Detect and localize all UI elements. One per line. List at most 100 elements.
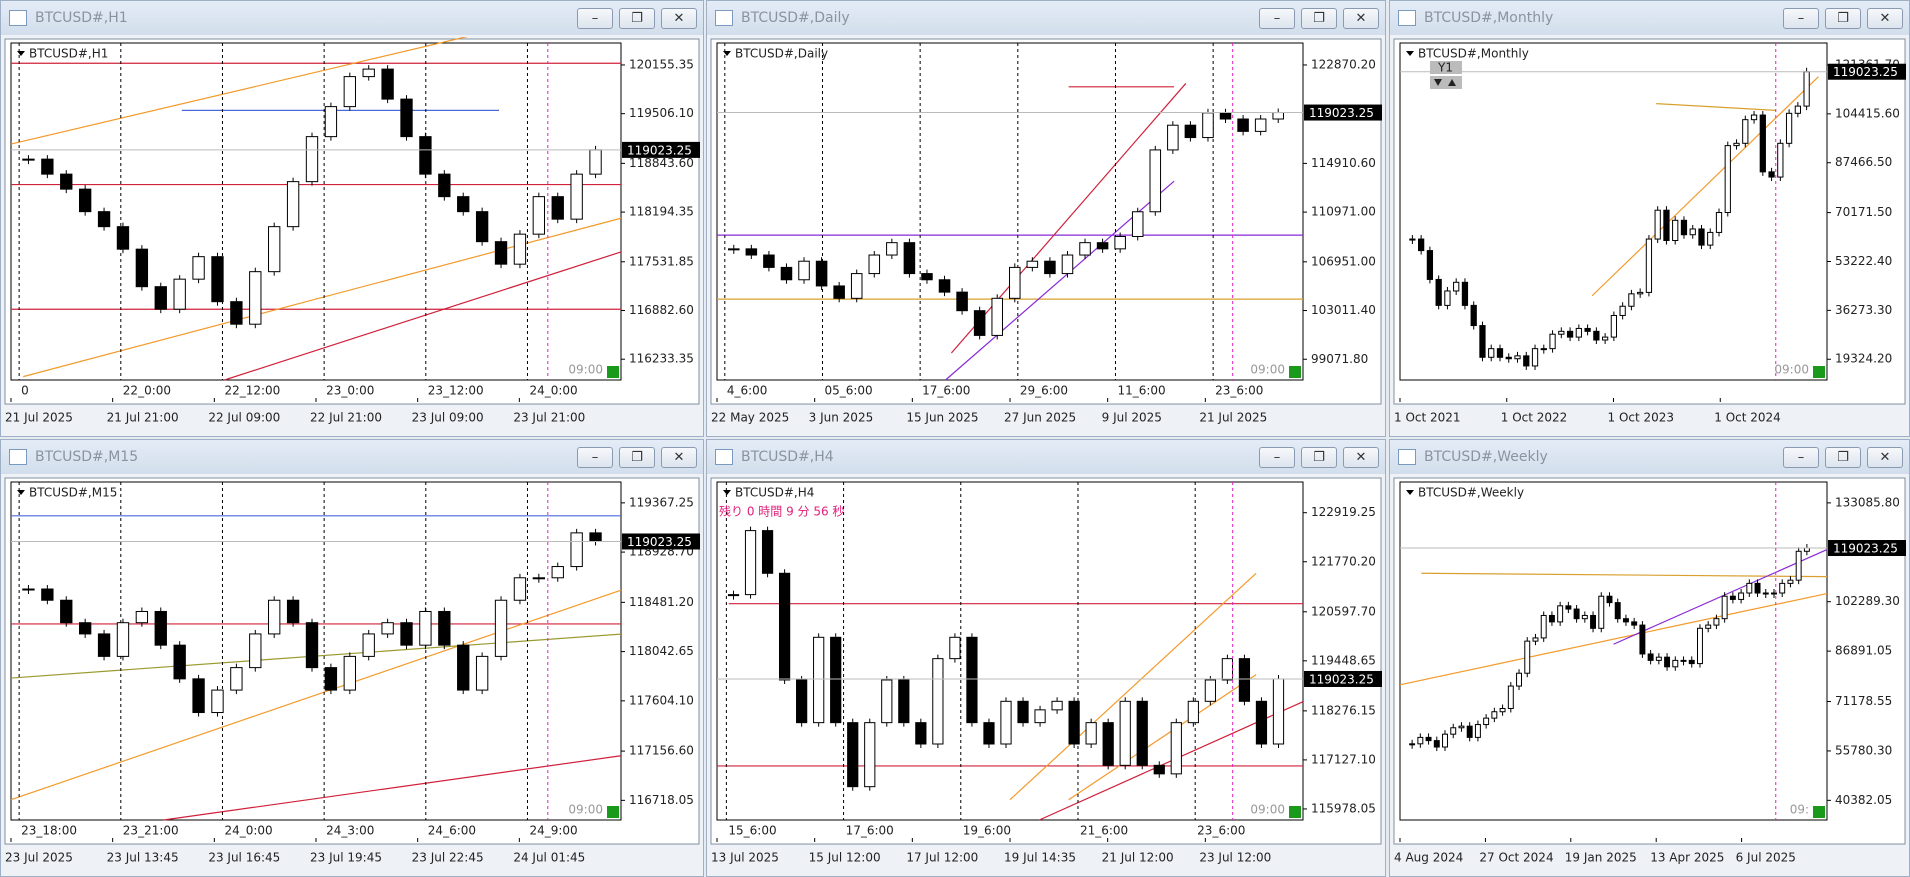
chart-window: BTCUSD#,Weekly – ❐ ✕ 133085.80 102289.30 86891… <box>1389 439 1910 877</box>
title-bar: BTCUSD#,H4 – ❐ ✕ <box>707 440 1385 474</box>
window-icon <box>715 10 733 26</box>
candle <box>41 588 54 601</box>
separator-label: 23_12:00 <box>428 384 484 398</box>
candle <box>1610 314 1618 338</box>
candle <box>1096 242 1109 250</box>
candle <box>833 285 845 299</box>
maximize-button[interactable]: ❐ <box>1825 8 1861 29</box>
candle <box>1688 659 1695 665</box>
candle <box>868 254 881 275</box>
x-tick-label: 15 Jul 12:00 <box>809 851 881 865</box>
separator-label: 15_6:00 <box>728 824 776 838</box>
candle <box>532 196 546 235</box>
scale-label: Y1 <box>1437 61 1453 75</box>
candle <box>1417 736 1424 745</box>
y-tick-label: 36273.30 <box>1835 303 1892 317</box>
x-tick-label: 3 Jun 2025 <box>809 411 874 425</box>
window-icon <box>9 10 27 26</box>
candle <box>915 722 927 745</box>
candle <box>1639 624 1646 655</box>
plot-frame <box>716 42 1304 381</box>
x-tick-label: 23 Jul 09:00 <box>412 411 484 425</box>
x-tick-label: 19 Jan 2025 <box>1565 851 1637 865</box>
close-button[interactable]: ✕ <box>661 8 697 29</box>
separator-label: 05_6:00 <box>824 384 872 398</box>
candle <box>1540 614 1547 639</box>
candle <box>60 173 73 190</box>
status-box <box>607 806 619 818</box>
candle <box>1598 595 1605 629</box>
minimize-button[interactable]: – <box>1259 447 1295 468</box>
candle <box>1672 659 1679 668</box>
candle <box>116 622 130 657</box>
candle <box>1707 231 1714 246</box>
candle <box>1771 592 1777 595</box>
y-tick-label: 106951.00 <box>1311 254 1376 268</box>
candle <box>1017 700 1029 724</box>
close-button[interactable]: ✕ <box>1867 447 1903 468</box>
minimize-button[interactable]: – <box>1783 8 1819 29</box>
y-tick-label: 133085.80 <box>1835 495 1900 509</box>
maximize-button[interactable]: ❐ <box>1301 8 1337 29</box>
candle <box>983 722 995 745</box>
candle <box>1442 733 1448 748</box>
candle <box>494 599 508 657</box>
candle <box>864 722 876 788</box>
indicator-line <box>224 251 622 381</box>
candle <box>1061 254 1074 275</box>
maximize-button[interactable]: ❐ <box>1301 447 1337 468</box>
candle <box>230 667 243 691</box>
y-tick-label: 117604.10 <box>629 693 694 707</box>
candle <box>815 260 828 287</box>
maximize-button[interactable]: ❐ <box>1825 447 1861 468</box>
plot-frame <box>10 481 622 821</box>
candle <box>778 572 791 681</box>
candle <box>1762 592 1769 595</box>
candle <box>1051 700 1063 711</box>
candle <box>1622 618 1629 623</box>
price-tag <box>622 141 700 158</box>
candle <box>1614 602 1621 620</box>
x-tick-label: 24 Jul 01:45 <box>513 851 585 865</box>
x-tick-label: 23 Jul 19:45 <box>310 851 382 865</box>
title-bar: BTCUSD#,Weekly – ❐ ✕ <box>1390 440 1909 474</box>
candle <box>1466 725 1473 738</box>
candle <box>1795 550 1802 581</box>
maximize-button[interactable]: ❐ <box>619 8 655 29</box>
chart-window: BTCUSD#,M15– ❐ ✕ 119367.25 118928.70 118481.2… <box>0 439 704 877</box>
y-tick-label: 103011.40 <box>1311 303 1376 317</box>
candle <box>1803 71 1810 107</box>
timer: 09: <box>1790 803 1809 817</box>
candle <box>1672 219 1679 241</box>
window-title: BTCUSD#,M15 <box>35 449 139 465</box>
price-tag <box>1304 104 1382 121</box>
y-tick-label: 99071.80 <box>1311 352 1368 366</box>
candle <box>1119 700 1131 766</box>
minimize-button[interactable]: – <box>577 8 613 29</box>
y-tick-label: 114910.60 <box>1311 156 1376 170</box>
candle <box>1759 114 1766 173</box>
maximize-button[interactable]: ❐ <box>619 447 655 468</box>
candle <box>847 722 859 788</box>
chart-area <box>710 38 1382 405</box>
minimize-button[interactable]: – <box>577 447 613 468</box>
x-tick-label: 27 Jun 2025 <box>1004 411 1076 425</box>
candle <box>570 532 583 568</box>
candle <box>1724 145 1731 214</box>
close-button[interactable]: ✕ <box>1867 8 1903 29</box>
candle <box>745 248 758 256</box>
close-button[interactable]: ✕ <box>1343 447 1379 468</box>
candle <box>1601 336 1609 341</box>
indicator-line <box>10 37 468 145</box>
y-tick-label: 119367.25 <box>629 495 694 509</box>
window-title: BTCUSD#,H1 <box>35 10 128 26</box>
candle <box>1787 579 1794 584</box>
minimize-button[interactable]: – <box>1783 447 1819 468</box>
x-tick-label: 6 Jul 2025 <box>1736 851 1796 865</box>
indicator-line <box>1068 674 1257 801</box>
candle <box>1238 658 1251 702</box>
close-button[interactable]: ✕ <box>1343 8 1379 29</box>
minimize-button[interactable]: – <box>1259 8 1295 29</box>
close-button[interactable]: ✕ <box>661 447 697 468</box>
candle <box>1606 595 1613 604</box>
